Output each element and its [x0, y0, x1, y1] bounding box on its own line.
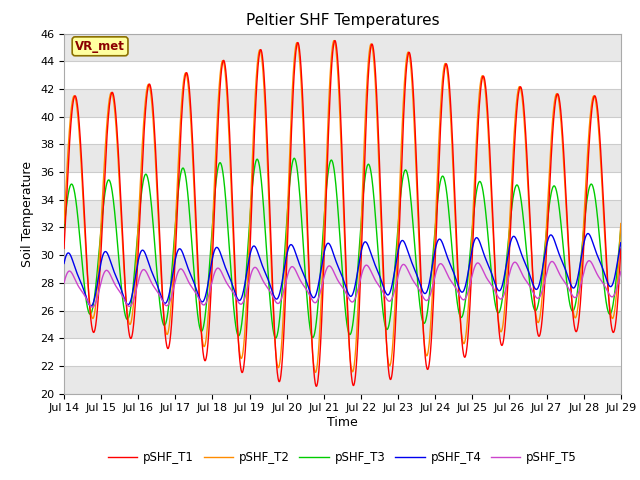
pSHF_T5 [371, 276, 379, 282]
pSHF_T2 [371, 76, 379, 82]
pSHF_T4 [584, 231, 592, 237]
pSHF_T4 [216, 248, 223, 254]
pSHF_T3 [60, 227, 68, 232]
pSHF_T5 [88, 304, 96, 310]
pSHF_T3 [584, 193, 591, 199]
pSHF_T2 [312, 370, 319, 375]
pSHF_T2 [330, 38, 338, 44]
pSHF_T1 [216, 97, 223, 103]
Line: pSHF_T1: pSHF_T1 [64, 41, 621, 386]
pSHF_T3 [568, 308, 576, 314]
pSHF_T1 [312, 384, 320, 389]
pSHF_T3 [291, 156, 298, 161]
pSHF_T1 [331, 38, 339, 44]
Title: Peltier SHF Temperatures: Peltier SHF Temperatures [246, 13, 439, 28]
pSHF_T2 [505, 239, 513, 245]
Bar [64, 34, 621, 61]
pSHF_T1 [60, 246, 68, 252]
pSHF_T1 [568, 301, 576, 307]
pSHF_T3 [359, 195, 367, 201]
pSHF_T3 [272, 335, 280, 341]
pSHF_T4 [617, 240, 625, 246]
pSHF_T1 [505, 266, 513, 272]
pSHF_T2 [216, 82, 223, 88]
pSHF_T4 [359, 243, 367, 249]
pSHF_T1 [359, 206, 367, 212]
pSHF_T1 [371, 63, 379, 69]
pSHF_T3 [617, 226, 625, 231]
Line: pSHF_T3: pSHF_T3 [64, 158, 621, 338]
Bar [64, 311, 621, 338]
pSHF_T4 [504, 250, 512, 255]
X-axis label: Time: Time [327, 416, 358, 429]
pSHF_T1 [617, 246, 625, 252]
pSHF_T3 [216, 160, 223, 166]
Line: pSHF_T2: pSHF_T2 [64, 41, 621, 372]
pSHF_T2 [359, 175, 367, 180]
pSHF_T5 [585, 258, 593, 264]
Bar [64, 366, 621, 394]
pSHF_T3 [505, 235, 513, 241]
Y-axis label: Soil Temperature: Soil Temperature [22, 161, 35, 266]
Line: pSHF_T4: pSHF_T4 [64, 234, 621, 306]
pSHF_T5 [568, 292, 575, 298]
pSHF_T5 [359, 268, 367, 274]
pSHF_T2 [60, 220, 68, 226]
pSHF_T5 [617, 269, 625, 275]
Bar [64, 255, 621, 283]
Bar [64, 200, 621, 228]
pSHF_T5 [584, 259, 591, 265]
pSHF_T2 [568, 299, 576, 305]
pSHF_T4 [371, 261, 379, 267]
pSHF_T5 [60, 280, 68, 286]
pSHF_T3 [371, 208, 379, 214]
pSHF_T4 [87, 303, 95, 309]
pSHF_T2 [617, 221, 625, 227]
Text: VR_met: VR_met [75, 40, 125, 53]
pSHF_T4 [60, 261, 68, 266]
pSHF_T5 [216, 266, 223, 272]
Line: pSHF_T5: pSHF_T5 [64, 261, 621, 307]
Legend: pSHF_T1, pSHF_T2, pSHF_T3, pSHF_T4, pSHF_T5: pSHF_T1, pSHF_T2, pSHF_T3, pSHF_T4, pSHF… [103, 446, 582, 469]
pSHF_T4 [568, 284, 575, 289]
Bar [64, 89, 621, 117]
pSHF_T4 [584, 231, 591, 237]
pSHF_T5 [504, 276, 512, 281]
Bar [64, 144, 621, 172]
pSHF_T1 [584, 170, 591, 176]
pSHF_T2 [584, 151, 591, 156]
